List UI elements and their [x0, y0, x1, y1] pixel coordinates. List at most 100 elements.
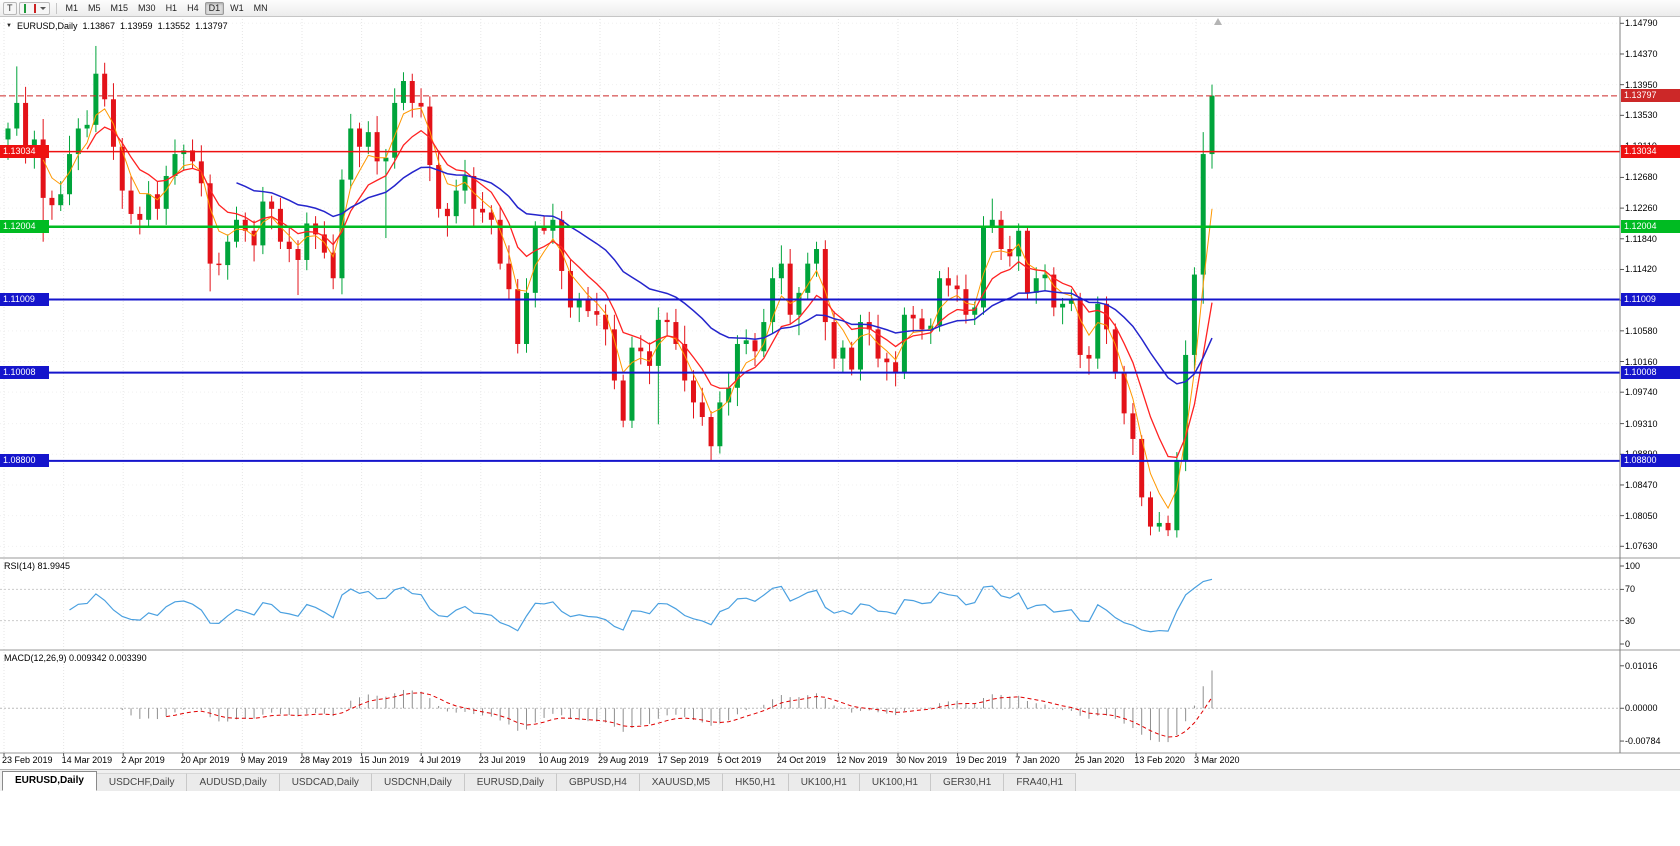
price-label-box: 1.13797 — [1621, 89, 1680, 103]
timeframe-w1-button[interactable]: W1 — [226, 2, 248, 15]
timeframe-d1-button[interactable]: D1 — [204, 1, 225, 15]
price-axis-label: 1.12680 — [1625, 172, 1658, 183]
timeframe-m5-button[interactable]: M5 — [84, 2, 105, 15]
chart-tab[interactable]: USDCNH,Daily — [371, 773, 465, 791]
candle-body — [137, 213, 143, 220]
price-axis-label: 1.09310 — [1625, 418, 1658, 429]
candle-body — [699, 402, 705, 418]
price-axis-label: 1.13950 — [1625, 79, 1658, 90]
candle-body — [532, 227, 538, 293]
candle-body — [207, 183, 213, 264]
rsi-axis-label: 100 — [1625, 561, 1641, 571]
chart-tab[interactable]: HK50,H1 — [723, 773, 789, 791]
candle-body — [365, 132, 371, 147]
candle-body — [550, 219, 556, 231]
chart-tab[interactable]: GER30,H1 — [930, 773, 1005, 791]
top-toolbar: T M1 M5 M15 M30 H1 H4 D1 W1 MN — [0, 0, 1680, 17]
chart-tab[interactable]: FRA40,H1 — [1004, 773, 1077, 791]
candle-body — [295, 249, 301, 260]
candle-body — [75, 128, 81, 155]
candle-body — [893, 362, 899, 374]
candle-body — [163, 175, 169, 209]
timeframe-h4-button[interactable]: H4 — [183, 2, 203, 15]
chart-tab[interactable]: USDCHF,Daily — [96, 773, 188, 791]
candle-body — [1147, 497, 1153, 527]
price-axis-label: 1.08890 — [1625, 449, 1658, 459]
chart-tab[interactable]: EURUSD,Daily — [464, 773, 557, 791]
rsi-pane[interactable] — [0, 558, 1620, 650]
candle-body — [1104, 303, 1110, 330]
candle-body — [1121, 373, 1127, 414]
candle-body — [58, 194, 64, 206]
time-axis-label: 28 May 2019 — [300, 755, 353, 765]
candle-body — [673, 322, 679, 344]
time-axis-label: 24 Oct 2019 — [776, 755, 826, 765]
price-axis[interactable]: 1.147901.143701.139501.135301.131101.126… — [1620, 0, 1680, 846]
candle-body — [286, 241, 292, 250]
candle-body — [190, 150, 196, 162]
candle-body — [1139, 438, 1145, 498]
candle-body — [743, 340, 749, 344]
rsi-indicator-label: RSI(14) 81.9945 — [4, 561, 71, 571]
candle-body — [524, 292, 530, 344]
price-label-box-left: 1.11009 — [0, 292, 49, 306]
candle-body — [31, 139, 37, 151]
candle-body — [497, 219, 503, 264]
time-axis-label: 15 Jun 2019 — [359, 755, 410, 765]
candle-body — [664, 319, 670, 323]
chart-shift-marker-icon[interactable] — [1214, 18, 1222, 25]
candle-body — [638, 347, 644, 352]
timeframe-h1-button[interactable]: H1 — [162, 2, 182, 15]
time-axis[interactable]: 23 Feb 2019 14 Mar 2019 2 Apr 2019 20 Apr 2… — [0, 753, 1620, 769]
timeframe-m30-button[interactable]: M30 — [134, 2, 160, 15]
rsi-axis-label: 70 — [1625, 584, 1636, 595]
candle-body — [242, 219, 248, 231]
candle-body — [49, 197, 55, 206]
price-axis-label: 1.10580 — [1625, 325, 1658, 336]
chart-tab[interactable]: EURUSD,Daily — [2, 771, 97, 791]
price-label-box: 1.08800 — [1621, 454, 1680, 468]
candle-body — [1200, 154, 1206, 275]
candle-body — [1024, 230, 1030, 293]
toolbar-separator — [55, 2, 57, 14]
candle-body — [585, 300, 591, 312]
macd-pane[interactable] — [0, 650, 1620, 753]
candle-body — [304, 223, 310, 260]
candle-body — [480, 208, 486, 213]
candle-body — [330, 252, 336, 279]
timeframe-mn-button[interactable]: MN — [250, 2, 272, 15]
candle-body — [778, 263, 784, 279]
candle-body — [102, 73, 108, 100]
candle-body — [348, 128, 354, 180]
chart-tab[interactable]: UK100,H1 — [788, 773, 860, 791]
chart-tab[interactable]: USDCAD,Daily — [279, 773, 372, 791]
price-label-box: 1.12004 — [1621, 220, 1680, 234]
chart-tab[interactable]: AUDUSD,Daily — [187, 773, 280, 791]
moving-average-line — [86, 126, 1213, 459]
candle-body — [963, 289, 969, 315]
candle-body — [515, 289, 521, 344]
candle-body — [374, 132, 380, 162]
time-axis-label: 2 Apr 2019 — [121, 755, 165, 765]
chart-tab[interactable]: GBPUSD,H4 — [556, 773, 640, 791]
candle-body — [682, 343, 688, 381]
chart-header: ▼ EURUSD,Daily 1.13867 1.13959 1.13552 1… — [6, 21, 228, 31]
candle-body — [119, 146, 125, 191]
time-axis-label: 14 Mar 2019 — [61, 755, 113, 765]
symbol-dropdown-icon[interactable]: ▼ — [6, 22, 12, 29]
candle-body — [488, 212, 494, 220]
timeframe-m1-button[interactable]: M1 — [62, 2, 83, 15]
candle-body — [981, 227, 987, 308]
chart-type-button[interactable] — [18, 1, 50, 15]
chart-tab[interactable]: UK100,H1 — [859, 773, 931, 791]
chart-tabs-bar: EURUSD,Daily USDCHF,Daily AUDUSD,Daily USDC… — [0, 769, 1680, 791]
candle-body — [409, 81, 415, 103]
time-axis-label: 13 Feb 2020 — [1134, 755, 1185, 765]
candle-body — [541, 227, 547, 231]
price-label-box: 1.13034 — [1621, 145, 1680, 159]
chart-tab[interactable]: XAUUSD,M5 — [639, 773, 724, 791]
candlestick-chart-icon — [23, 3, 36, 13]
timeframe-m15-button[interactable]: M15 — [107, 2, 133, 15]
pointer-tool-button[interactable]: T — [3, 1, 17, 15]
candle-body — [462, 175, 468, 191]
